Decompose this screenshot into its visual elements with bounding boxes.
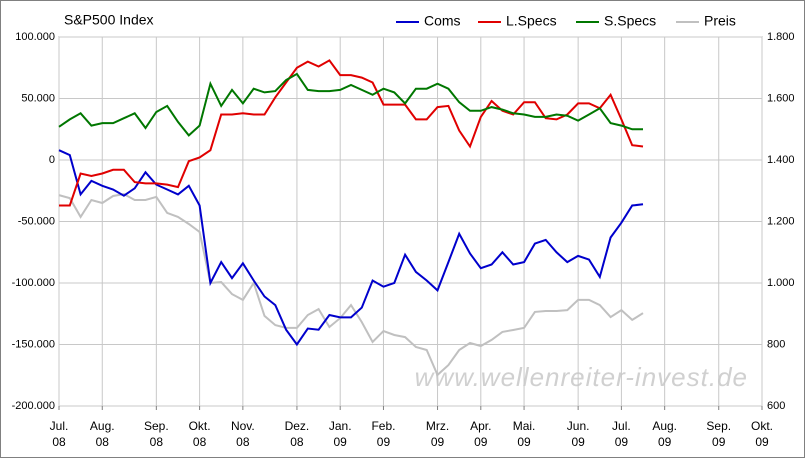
x-tick-label: Mrz. 09 — [425, 419, 450, 449]
x-tick-label: Jul. 08 — [49, 419, 69, 449]
y-tick-label: 50.000 — [21, 92, 55, 104]
grid — [58, 36, 763, 407]
y-tick-label: 100.000 — [15, 31, 55, 43]
x-tick-label: Jun. 09 — [566, 419, 590, 449]
y-tick-label: -150.000 — [12, 338, 55, 350]
chart-title: S&P500 Index — [64, 12, 154, 28]
y2-tick-label: 1.600 — [767, 92, 795, 104]
y2-tick-label: 1.800 — [767, 31, 795, 43]
x-tick-label: Jul. 09 — [612, 419, 631, 449]
x-tick-label: Feb. 09 — [371, 419, 396, 449]
x-tick-label: Okt. 08 — [188, 419, 211, 449]
legend-label: L.Specs — [506, 13, 557, 29]
y-tick-label: 0 — [49, 154, 55, 166]
legend-label: Preis — [704, 13, 736, 29]
x-tick-label: Aug. 08 — [89, 419, 115, 449]
series-line — [59, 59, 644, 207]
x-tick-label: Nov. 08 — [230, 419, 255, 449]
series-line — [58, 193, 644, 377]
y2-tick-label: 800 — [767, 338, 785, 350]
x-tick-label: Sep. 08 — [143, 419, 169, 449]
series-line — [58, 72, 643, 137]
watermark: www.wellenreiter-invest.de — [415, 362, 748, 392]
y-tick-label: -200.000 — [12, 400, 55, 412]
x-tick-label: Aug. 09 — [652, 419, 677, 449]
legend-label: S.Specs — [604, 13, 656, 29]
x-tick-label: Dez. 08 — [284, 419, 310, 449]
y2-tick-label: 1.400 — [767, 154, 795, 166]
y-tick-label: -100.000 — [12, 277, 55, 289]
x-tick-label: Mai. 09 — [512, 419, 536, 449]
series-line — [58, 149, 644, 347]
y2-tick-label: 1.200 — [767, 215, 795, 227]
legend-label: Coms — [424, 13, 461, 29]
x-tick-label: Jan. 09 — [328, 419, 352, 449]
y2-tick-label: 600 — [767, 400, 785, 412]
y-tick-label: -50.000 — [18, 215, 55, 227]
x-tick-label: Okt. 09 — [750, 419, 773, 449]
x-tick-label: Apr. 09 — [470, 419, 492, 449]
x-tick-label: Sep. 09 — [706, 419, 732, 449]
y2-tick-label: 1.000 — [767, 277, 795, 289]
